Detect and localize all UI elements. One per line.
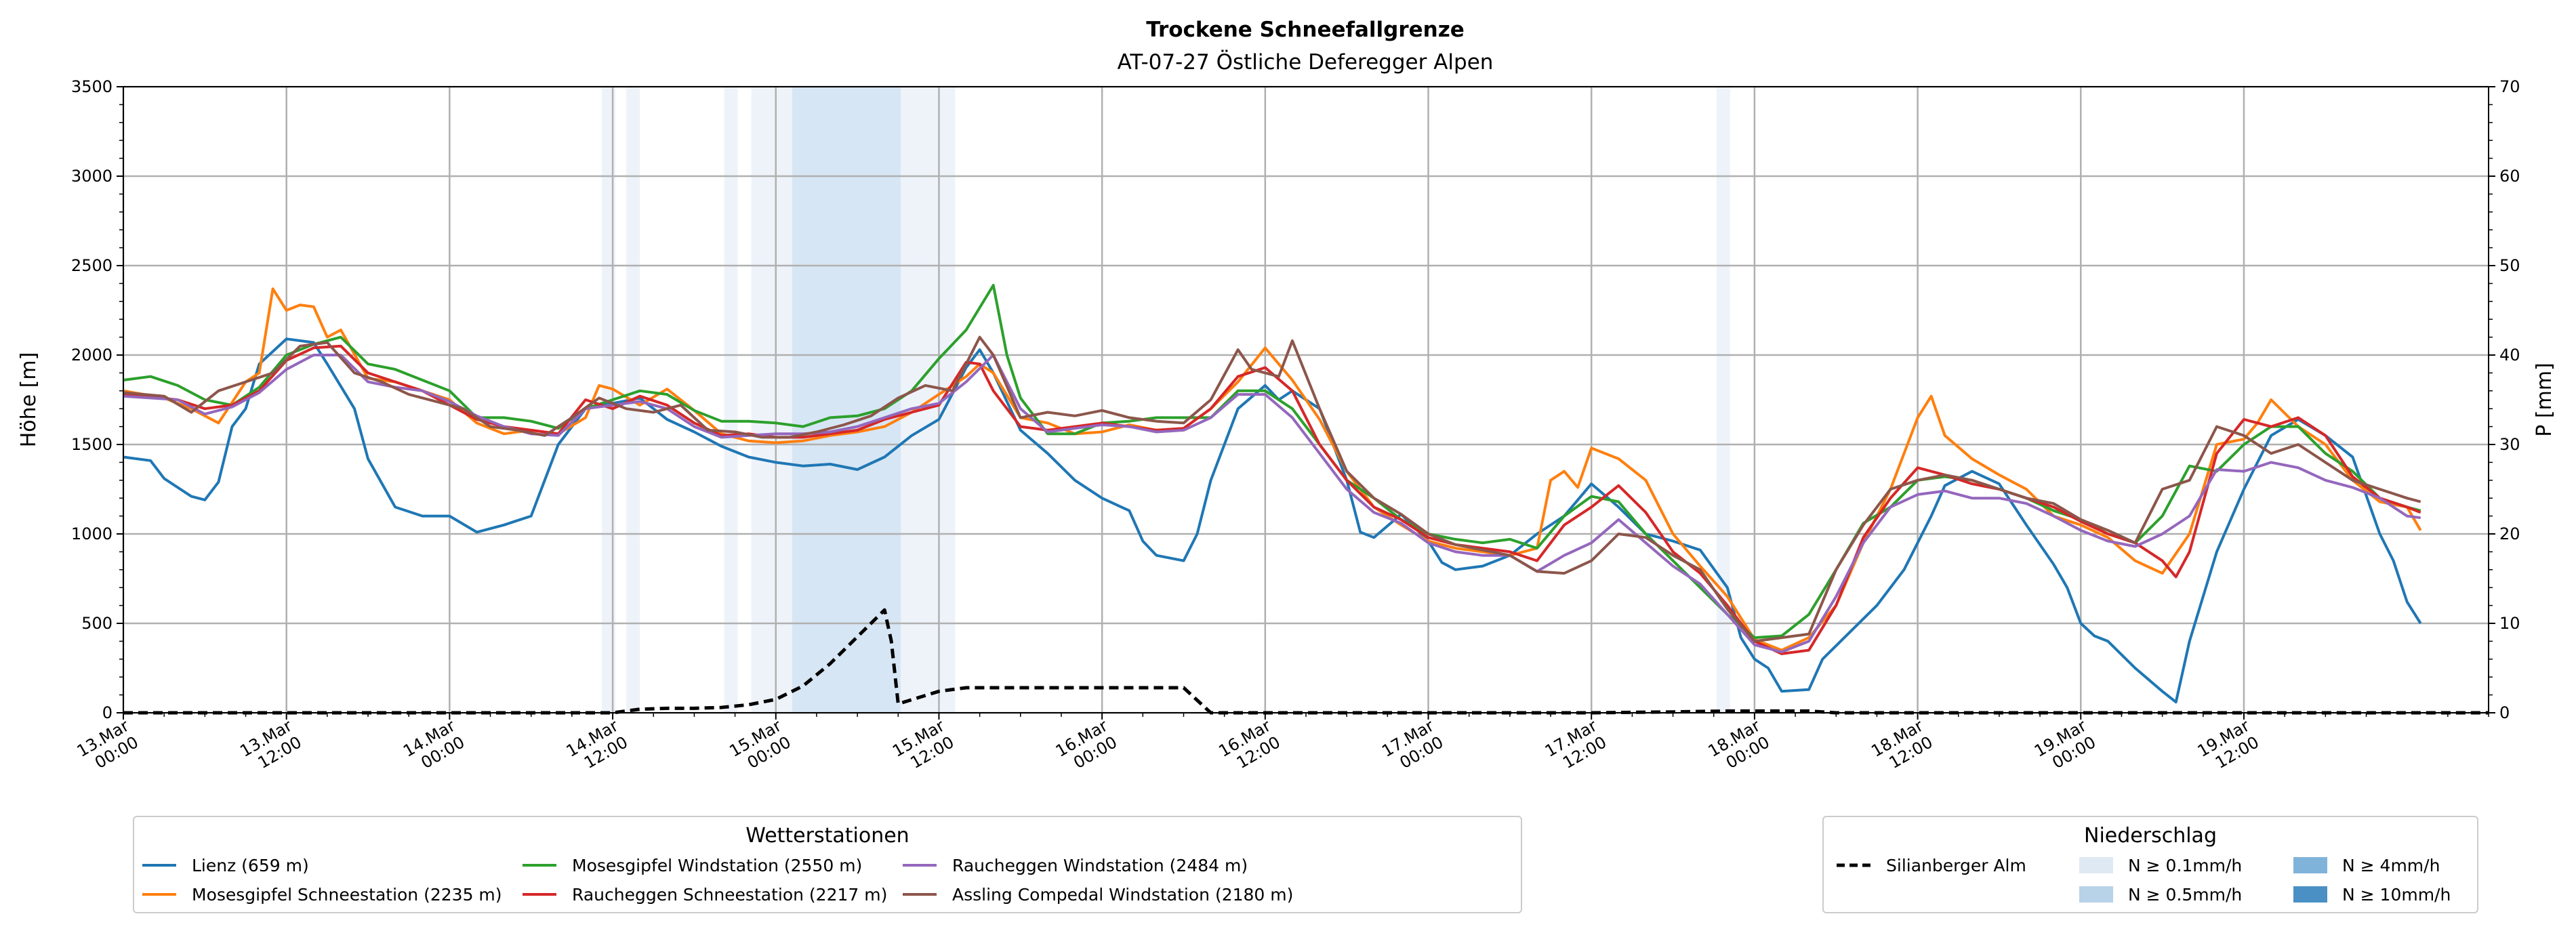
precip-legend-swatch bbox=[2293, 857, 2327, 873]
precip-legend-label: N ≥ 0.1mm/h bbox=[2128, 856, 2242, 875]
stations-legend-title: Wetterstationen bbox=[745, 824, 909, 848]
stations-legend-frame bbox=[133, 816, 1522, 913]
y-tick-label: 1000 bbox=[71, 524, 113, 543]
y-tick-label: 0 bbox=[102, 703, 113, 722]
y2-tick-label: 30 bbox=[2499, 435, 2520, 454]
precipitation-legend: Niederschlag Silianberger Alm N ≥ 0.1mm/… bbox=[1822, 816, 2478, 913]
precip-band bbox=[792, 87, 901, 713]
y2-tick-label: 60 bbox=[2499, 167, 2520, 186]
y-tick-label: 1500 bbox=[71, 435, 113, 454]
y2-tick-label: 10 bbox=[2499, 614, 2520, 633]
precipitation-legend-title: Niederschlag bbox=[2084, 824, 2217, 848]
chart-subtitle: AT-07-27 Östliche Deferegger Alpen bbox=[1118, 49, 1494, 75]
stations-legend: Wetterstationen Lienz (659 m) Mosesgipfel… bbox=[133, 816, 1522, 913]
precip-band bbox=[751, 87, 792, 713]
precip-legend-swatch bbox=[2293, 886, 2327, 903]
legend-label: Lienz (659 m) bbox=[192, 856, 309, 875]
y2-tick-label: 20 bbox=[2499, 524, 2520, 543]
series-line bbox=[123, 284, 2421, 640]
precip-legend-station-label: Silianberger Alm bbox=[1886, 856, 2026, 875]
y-tick-label: 500 bbox=[81, 614, 113, 633]
precip-band bbox=[1716, 87, 1730, 713]
legend-label: Assling Compedal Windstation (2180 m) bbox=[952, 885, 1293, 905]
y2-axis-title: P [mm] bbox=[2533, 362, 2556, 436]
precip-band bbox=[901, 87, 956, 713]
axes: 0 500 1000 1500 2000 2500 3000 3500 0 10 20 30 40 50 6… bbox=[71, 77, 2520, 772]
series-line bbox=[123, 335, 2421, 643]
y-tick-label: 2500 bbox=[71, 256, 113, 275]
precip-band bbox=[724, 87, 738, 713]
y2-tick-label: 40 bbox=[2499, 346, 2520, 365]
precipitation-series bbox=[123, 608, 2489, 715]
precip-legend-label: N ≥ 4mm/h bbox=[2342, 856, 2440, 875]
legend-label: Raucheggen Windstation (2484 m) bbox=[952, 856, 1248, 875]
y2-tick-label: 50 bbox=[2499, 256, 2520, 275]
precip-legend-label: N ≥ 0.5mm/h bbox=[2128, 885, 2242, 905]
y-tick-label: 3000 bbox=[71, 167, 113, 186]
precip-line bbox=[123, 608, 2489, 715]
chart-title: Trockene Schneefallgrenze bbox=[1146, 18, 1465, 42]
series-line bbox=[123, 344, 2421, 655]
y-axis-title: Höhe [m] bbox=[17, 352, 41, 448]
precip-legend-label: N ≥ 10mm/h bbox=[2342, 885, 2451, 905]
y-tick-label: 3500 bbox=[71, 77, 113, 96]
legend-label: Mosesgipfel Windstation (2550 m) bbox=[572, 856, 862, 875]
precip-legend-swatch bbox=[2079, 886, 2113, 903]
legend-label: Raucheggen Schneestation (2217 m) bbox=[572, 885, 887, 905]
y2-tick-label: 70 bbox=[2499, 77, 2520, 96]
series-line bbox=[123, 337, 2422, 704]
series-line bbox=[123, 287, 2422, 652]
y2-tick-label: 0 bbox=[2499, 703, 2510, 722]
station-series bbox=[123, 284, 2422, 704]
legend-label: Mosesgipfel Schneestation (2235 m) bbox=[192, 885, 502, 905]
y-tick-label: 2000 bbox=[71, 346, 113, 365]
precip-legend-swatch bbox=[2079, 857, 2113, 873]
precipitation-bands bbox=[602, 87, 1730, 713]
